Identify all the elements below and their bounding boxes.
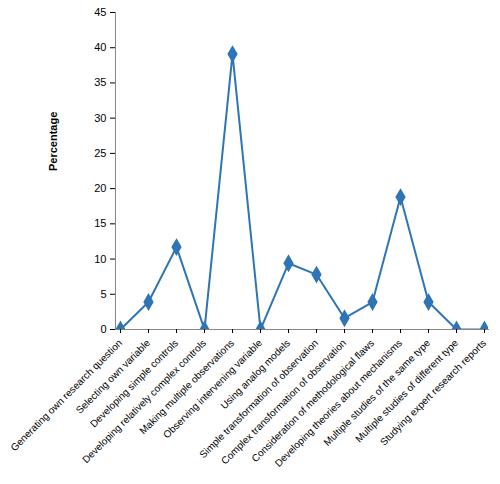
svg-text:30: 30 bbox=[94, 112, 106, 124]
svg-text:Using analog models: Using analog models bbox=[218, 337, 293, 411]
svg-text:Developing relatively complex: Developing relatively complex controls bbox=[80, 337, 208, 465]
svg-text:15: 15 bbox=[94, 217, 106, 229]
svg-text:5: 5 bbox=[100, 288, 106, 300]
svg-text:45: 45 bbox=[94, 6, 106, 18]
svg-text:Observing intervening variable: Observing intervening variable bbox=[161, 337, 265, 441]
svg-text:Consideration of methodologica: Consideration of methodological flaws bbox=[249, 337, 376, 464]
svg-text:Studying expert research repor: Studying expert research reports bbox=[378, 337, 488, 447]
svg-text:Complex transformation of obse: Complex transformation of observation bbox=[219, 337, 349, 467]
svg-text:Making multiple observations: Making multiple observations bbox=[137, 337, 237, 437]
svg-text:Developing simple controls: Developing simple controls bbox=[87, 337, 181, 430]
svg-text:Multiple studies of the same t: Multiple studies of the same type bbox=[321, 337, 432, 448]
svg-text:Developing theories about mech: Developing theories about mechanisms bbox=[273, 337, 405, 469]
svg-text:Simple transformation of obser: Simple transformation of observation bbox=[197, 337, 321, 461]
svg-text:Generating own research questi: Generating own research question bbox=[8, 337, 125, 454]
svg-text:Selecting own variable: Selecting own variable bbox=[73, 337, 153, 416]
svg-text:20: 20 bbox=[94, 182, 106, 194]
svg-text:25: 25 bbox=[94, 147, 106, 159]
svg-text:Multiple studies of different: Multiple studies of different type bbox=[353, 337, 460, 444]
svg-text:0: 0 bbox=[100, 323, 106, 335]
svg-text:Percentage: Percentage bbox=[47, 112, 59, 171]
svg-text:10: 10 bbox=[94, 253, 106, 265]
svg-text:40: 40 bbox=[94, 41, 106, 53]
svg-text:35: 35 bbox=[94, 76, 106, 88]
